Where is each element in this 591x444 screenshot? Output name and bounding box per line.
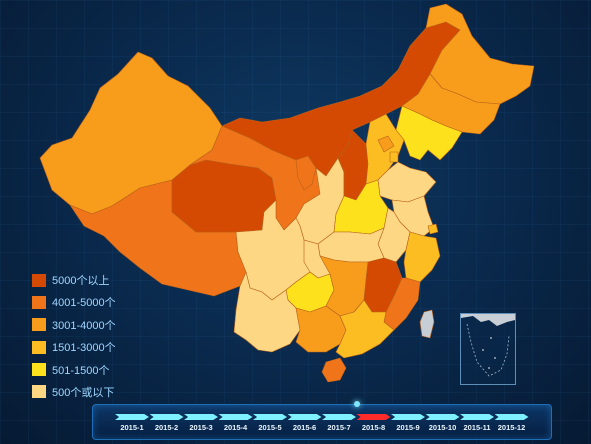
legend-item-4001-5000[interactable]: 4001-5000个 — [32, 294, 116, 310]
timeline-item-2015-2[interactable]: 2015-2 — [149, 414, 185, 440]
legend-item-under-500[interactable]: 500个或以下 — [32, 384, 116, 400]
legend-swatch — [32, 340, 46, 354]
timeline-label: 2015-2 — [154, 423, 179, 432]
timeline-label: 2015-4 — [223, 423, 248, 432]
timeline-label: 2015-6 — [292, 423, 317, 432]
timeline-item-2015-4[interactable]: 2015-4 — [218, 414, 254, 440]
timeline-label: 2015-5 — [258, 423, 282, 432]
timeline-label: 2015-7 — [327, 423, 351, 432]
timeline-arrow — [391, 414, 425, 420]
legend-swatch — [32, 385, 46, 399]
region-qinghai[interactable] — [171, 159, 277, 233]
legend-label: 5000个以上 — [52, 275, 110, 287]
legend-item-over-5000[interactable]: 5000个以上 — [32, 272, 116, 288]
timeline-arrow-active — [356, 414, 391, 420]
timeline-arrow — [425, 414, 460, 420]
timeline-item-2015-3[interactable]: 2015-3 — [184, 414, 219, 440]
south-china-sea-map — [461, 314, 515, 377]
timeline-item-2015-10[interactable]: 2015-10 — [425, 414, 461, 440]
legend-label: 501-1500个 — [52, 364, 110, 377]
timeline-item-2015-12[interactable]: 2015-12 — [494, 414, 530, 440]
legend-swatch — [32, 318, 46, 332]
timeline-label: 2015-10 — [428, 423, 457, 432]
timeline-arrow — [149, 414, 184, 420]
legend-label: 3001-4000个 — [52, 319, 116, 332]
timeline-label: 2015-8 — [361, 423, 386, 432]
timeline-label: 2015-9 — [396, 423, 420, 432]
timeline-label: 2015-3 — [189, 423, 213, 432]
legend-label: 500个或以下 — [52, 386, 115, 399]
timeline-item-2015-9[interactable]: 2015-9 — [391, 414, 426, 440]
timeline-arrow — [253, 414, 287, 420]
region-hainan[interactable] — [321, 357, 347, 383]
month-timeline: 2015-1 2015-2 2015-3 2015-4 2015-5 2015-… — [92, 401, 552, 440]
region-shanghai[interactable] — [427, 223, 439, 235]
timeline-arrow — [494, 414, 529, 420]
region-heilongjiang[interactable] — [425, 3, 535, 105]
south-china-sea-inset — [460, 313, 516, 385]
region-beijing[interactable] — [377, 135, 395, 153]
legend-label: 4001-5000个 — [52, 297, 116, 310]
timeline-item-2015-1[interactable]: 2015-1 — [115, 414, 150, 440]
timeline-arrow — [460, 414, 494, 420]
region-tianjin[interactable] — [389, 151, 399, 163]
region-taiwan[interactable] — [419, 309, 435, 339]
timeline-item-2015-8-selected[interactable]: 2015-8 — [356, 414, 392, 440]
timeline-arrow — [218, 414, 253, 420]
timeline-arrow — [115, 414, 149, 420]
timeline-track: 2015-1 2015-2 2015-3 2015-4 2015-5 2015-… — [115, 414, 529, 440]
timeline-arrow — [322, 414, 356, 420]
timeline-label: 2015-1 — [120, 423, 144, 432]
timeline-glow-dot — [354, 401, 360, 407]
timeline-item-2015-11[interactable]: 2015-11 — [460, 414, 495, 440]
timeline-arrow — [184, 414, 218, 420]
timeline-item-2015-6[interactable]: 2015-6 — [287, 414, 323, 440]
region-guangdong[interactable] — [335, 299, 395, 359]
region-shandong[interactable] — [377, 161, 437, 203]
timeline-item-2015-5[interactable]: 2015-5 — [253, 414, 288, 440]
timeline-label: 2015-11 — [463, 423, 491, 432]
legend-item-1501-3000[interactable]: 1501-3000个 — [32, 339, 116, 355]
timeline-arrow — [287, 414, 322, 420]
legend-label: 1501-3000个 — [52, 342, 116, 355]
legend-swatch — [32, 295, 46, 309]
region-zhejiang[interactable] — [403, 231, 441, 283]
map-legend: 5000个以上 4001-5000个 3001-4000个 1501-3000个… — [32, 272, 116, 406]
legend-item-3001-4000[interactable]: 3001-4000个 — [32, 317, 116, 333]
legend-swatch — [32, 363, 46, 377]
timeline-label: 2015-12 — [497, 423, 526, 432]
legend-item-501-1500[interactable]: 501-1500个 — [32, 362, 116, 378]
region-ningxia[interactable] — [295, 155, 317, 191]
legend-swatch — [32, 273, 46, 287]
timeline-item-2015-7[interactable]: 2015-7 — [322, 414, 357, 440]
